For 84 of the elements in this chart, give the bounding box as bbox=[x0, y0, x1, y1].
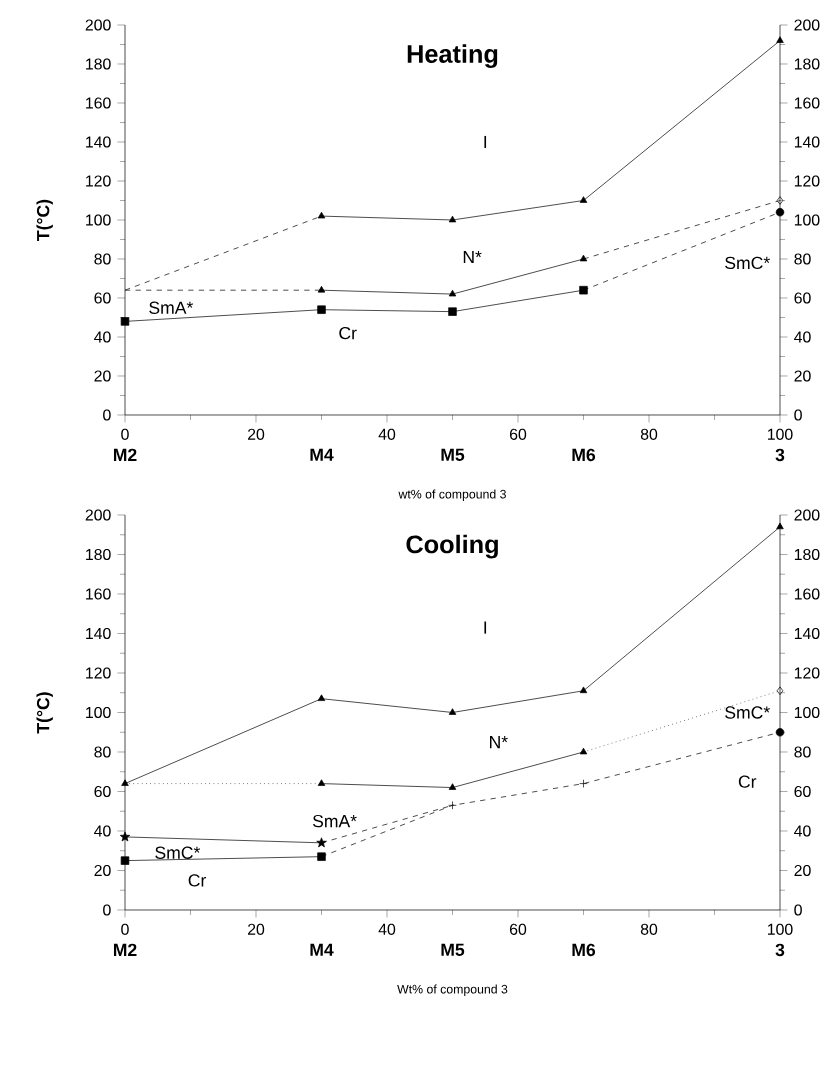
y2-tick-label: 40 bbox=[794, 331, 811, 343]
y2-tick-label: 20 bbox=[794, 864, 811, 877]
y2-tick-label: 40 bbox=[794, 825, 811, 837]
y-tick-label: 20 bbox=[94, 864, 111, 877]
x-tick-label: 20 bbox=[248, 428, 265, 440]
annotation: I bbox=[484, 621, 487, 634]
x-tick-label: 40 bbox=[378, 923, 396, 935]
x-tick-label: 60 bbox=[510, 923, 527, 935]
x-tick-label: 0 bbox=[121, 923, 129, 935]
y2-tick-label: 200 bbox=[794, 509, 820, 521]
x-tick-label: 20 bbox=[248, 923, 265, 935]
y-tick-label: 40 bbox=[94, 331, 111, 343]
text: M5 bbox=[441, 943, 465, 956]
y-tick-label: 0 bbox=[103, 409, 111, 421]
y-tick-label: 60 bbox=[94, 292, 111, 304]
annotation: SmA* bbox=[312, 814, 357, 828]
y2-tick-label: 80 bbox=[794, 746, 811, 758]
y-tick-label: 60 bbox=[94, 785, 111, 798]
y2-tick-label: 120 bbox=[794, 175, 820, 187]
annotation: SmA* bbox=[149, 301, 194, 314]
y2-tick-label: 100 bbox=[794, 214, 820, 226]
text: M6 bbox=[572, 448, 596, 462]
y2-tick-label: 120 bbox=[794, 667, 820, 679]
y2-tick-label: 180 bbox=[794, 58, 820, 70]
x-tick-label: 0 bbox=[121, 428, 129, 440]
annotation: SmC* bbox=[725, 256, 770, 270]
y-tick-label: 0 bbox=[103, 904, 111, 916]
annotation: N* bbox=[490, 736, 508, 749]
y-tick-label: 100 bbox=[86, 214, 111, 226]
y2-tick-label: 0 bbox=[794, 904, 802, 916]
y-axis-title: T(°C) bbox=[36, 692, 53, 734]
text: M5 bbox=[441, 448, 465, 461]
y2-tick-label: 60 bbox=[794, 785, 811, 798]
x-tick-label: 80 bbox=[640, 428, 658, 440]
x-tick-label: 100 bbox=[768, 923, 793, 935]
y-tick-label: 120 bbox=[86, 667, 111, 679]
y2-tick-label: 0 bbox=[794, 409, 802, 421]
x-axis-title: wt% of compound 3 bbox=[398, 489, 506, 501]
y-tick-label: 180 bbox=[86, 548, 111, 561]
y-tick-label: 200 bbox=[85, 509, 111, 521]
annotation: Cr bbox=[339, 326, 357, 340]
y-axis-title: T(°C) bbox=[36, 199, 53, 241]
text: Cooling bbox=[406, 534, 498, 559]
text: M6 bbox=[572, 943, 596, 957]
y-tick-label: 140 bbox=[86, 136, 111, 148]
y2-tick-label: 160 bbox=[794, 588, 820, 600]
y-tick-label: 120 bbox=[86, 175, 111, 187]
y-tick-label: 40 bbox=[94, 825, 111, 837]
y2-tick-label: 20 bbox=[794, 370, 811, 382]
y2-tick-label: 160 bbox=[794, 97, 820, 109]
text: Heating bbox=[407, 44, 498, 69]
y2-tick-label: 140 bbox=[794, 627, 820, 640]
text: 3 bbox=[775, 943, 785, 957]
y-tick-label: 80 bbox=[94, 746, 111, 758]
annotation: I bbox=[484, 135, 487, 149]
y-tick-label: 20 bbox=[94, 370, 111, 382]
annotation: N* bbox=[463, 250, 482, 264]
x-tick-label: 60 bbox=[510, 428, 527, 440]
y-tick-label: 160 bbox=[86, 588, 111, 600]
y2-tick-label: 200 bbox=[794, 19, 820, 31]
y-tick-label: 100 bbox=[86, 706, 111, 719]
y2-tick-label: 180 bbox=[794, 548, 820, 561]
x-tick-label: 40 bbox=[378, 428, 396, 440]
text: M4 bbox=[310, 943, 334, 956]
text: M2 bbox=[113, 448, 137, 461]
y-tick-label: 80 bbox=[94, 253, 111, 265]
text: M2 bbox=[113, 943, 137, 956]
annotation: Cr bbox=[738, 775, 757, 788]
x-axis-title: Wt% of compound 3 bbox=[397, 984, 508, 996]
annotation: SmC* bbox=[155, 846, 201, 859]
x-tick-label: 80 bbox=[640, 923, 658, 935]
y2-tick-label: 60 bbox=[794, 292, 811, 304]
y2-tick-label: 80 bbox=[794, 253, 811, 265]
annotation: Cr bbox=[188, 874, 207, 887]
y2-tick-label: 100 bbox=[794, 706, 820, 719]
y-tick-label: 180 bbox=[86, 58, 111, 70]
y-tick-label: 160 bbox=[86, 97, 111, 109]
y-tick-label: 140 bbox=[86, 627, 111, 640]
text: M4 bbox=[310, 448, 334, 461]
x-tick-label: 100 bbox=[768, 428, 793, 440]
text: 3 bbox=[775, 448, 785, 462]
y2-tick-label: 140 bbox=[794, 136, 820, 148]
y-tick-label: 200 bbox=[85, 19, 111, 31]
annotation: SmC* bbox=[725, 706, 770, 719]
